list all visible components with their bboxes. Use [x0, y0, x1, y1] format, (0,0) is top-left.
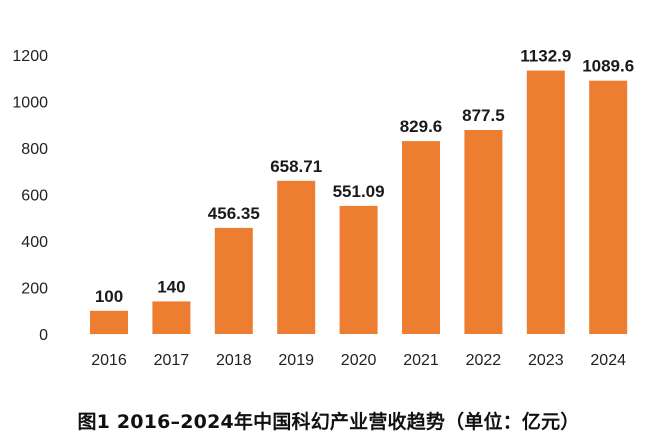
x-tick-label: 2016 — [91, 352, 127, 369]
x-tick-label: 2019 — [278, 352, 314, 369]
x-tick-label: 2017 — [154, 352, 190, 369]
bar-2023 — [526, 70, 565, 334]
bar-2020 — [339, 205, 378, 334]
value-label: 140 — [157, 277, 185, 296]
y-tick-label: 400 — [21, 234, 48, 251]
y-tick-label: 200 — [21, 281, 48, 298]
bar-2022 — [464, 130, 503, 334]
value-label: 1132.9 — [520, 47, 571, 66]
x-tick-label: 2022 — [466, 352, 502, 369]
value-label: 551.09 — [333, 182, 385, 201]
value-label: 877.5 — [462, 106, 505, 125]
bar-2024 — [589, 80, 628, 334]
x-tick-label: 2018 — [216, 352, 252, 369]
bar-2016 — [90, 310, 128, 335]
bar-2017 — [152, 301, 191, 334]
bar-2021 — [402, 141, 440, 334]
value-label: 456.35 — [208, 204, 260, 223]
y-tick-label: 0 — [39, 327, 48, 344]
bar-2018 — [214, 227, 253, 334]
y-tick-label: 800 — [21, 141, 48, 158]
x-tick-label: 2023 — [528, 352, 564, 369]
value-label: 829.6 — [400, 117, 443, 136]
y-tick-label: 1200 — [12, 48, 48, 65]
value-label: 658.71 — [270, 157, 322, 176]
y-tick-label: 600 — [21, 188, 48, 205]
value-label: 1089.6 — [582, 57, 634, 76]
value-labels: 100 140 456.35 658.71 551.09 829.6 877.5 1132.9… — [95, 47, 634, 306]
bars — [90, 70, 628, 335]
bar-2019 — [277, 180, 316, 334]
value-label: 100 — [95, 287, 123, 306]
x-tick-label: 2020 — [341, 352, 377, 369]
y-axis-ticks: 0 200 400 600 800 1000 1200 — [12, 48, 48, 344]
x-tick-label: 2024 — [590, 352, 626, 369]
chart-caption: 图1 2016–2024年中国科幻产业营收趋势（单位：亿元） — [77, 411, 580, 433]
x-axis-ticks: 2016 2017 2018 2019 2020 2021 2022 2023 2024 — [91, 352, 626, 369]
y-tick-label: 1000 — [12, 95, 48, 112]
x-tick-label: 2021 — [403, 352, 439, 369]
